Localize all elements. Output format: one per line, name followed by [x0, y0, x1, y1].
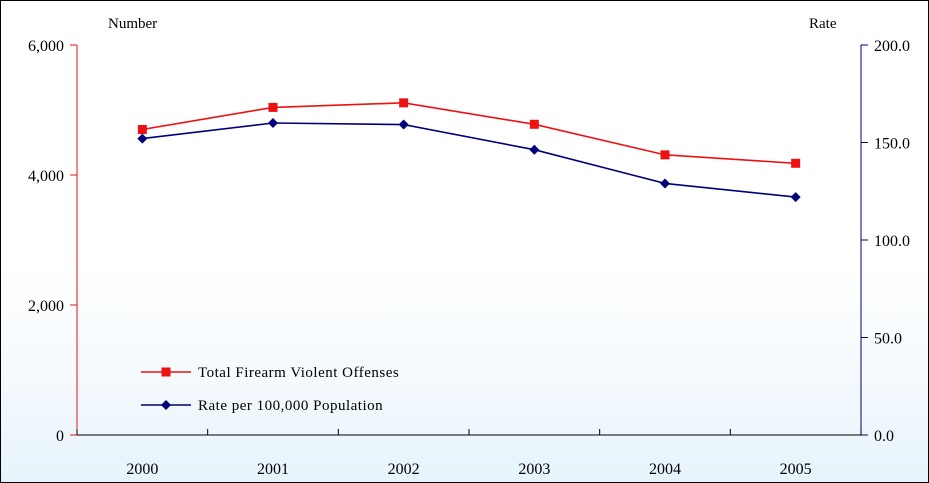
data-point — [137, 133, 148, 144]
data-point — [660, 150, 670, 160]
left-y-tick-label: 6,000 — [28, 38, 64, 55]
legend-marker — [161, 367, 171, 377]
legend-entry: Rate per 100,000 Population — [141, 398, 383, 414]
x-tick-label: 2000 — [126, 461, 158, 478]
series-2 — [137, 118, 801, 203]
axes — [70, 44, 868, 436]
data-point — [529, 144, 540, 155]
legend-label: Total Firearm Violent Offenses — [198, 365, 399, 381]
data-point — [268, 118, 278, 128]
data-point — [529, 119, 539, 129]
legend-label: Rate per 100,000 Population — [198, 398, 383, 414]
series-line — [142, 122, 796, 198]
x-tick-label: 2004 — [649, 461, 681, 478]
right-y-tick-label: 50.0 — [874, 331, 902, 348]
right-y-tick-label: 100.0 — [874, 233, 910, 250]
series-line — [142, 102, 796, 165]
right-y-tick-label: 0.0 — [874, 428, 894, 445]
left-y-tick-label: 4,000 — [28, 168, 64, 185]
legend-entry: Total Firearm Violent Offenses — [141, 365, 399, 381]
left-y-tick-label: 0 — [56, 428, 64, 445]
series-1 — [137, 98, 801, 168]
right-axis-title: Rate — [809, 16, 837, 32]
data-point — [137, 125, 147, 134]
x-tick-label: 2003 — [518, 461, 550, 478]
legend: Total Firearm Violent Offenses Rate per 1… — [141, 365, 399, 414]
right-y-tick-label: 200.0 — [874, 38, 910, 55]
right-y-tick-label: 150.0 — [874, 136, 910, 153]
data-point — [791, 158, 801, 168]
x-tick-label: 2001 — [257, 461, 289, 478]
tick-labels: 0 2,000 4,000 6,000 0.0 50.0 100.0 150.0 200.0 20… — [28, 38, 910, 478]
data-point — [399, 98, 409, 108]
data-point — [398, 119, 409, 130]
x-tick-label: 2005 — [780, 461, 812, 478]
legend-marker — [161, 400, 171, 410]
data-point — [790, 192, 801, 203]
series-lines — [137, 98, 801, 203]
left-axis-title: Number — [108, 16, 157, 32]
data-point — [660, 178, 670, 189]
data-point — [268, 102, 278, 112]
left-y-tick-label: 2,000 — [28, 298, 64, 315]
x-tick-label: 2002 — [388, 461, 420, 478]
